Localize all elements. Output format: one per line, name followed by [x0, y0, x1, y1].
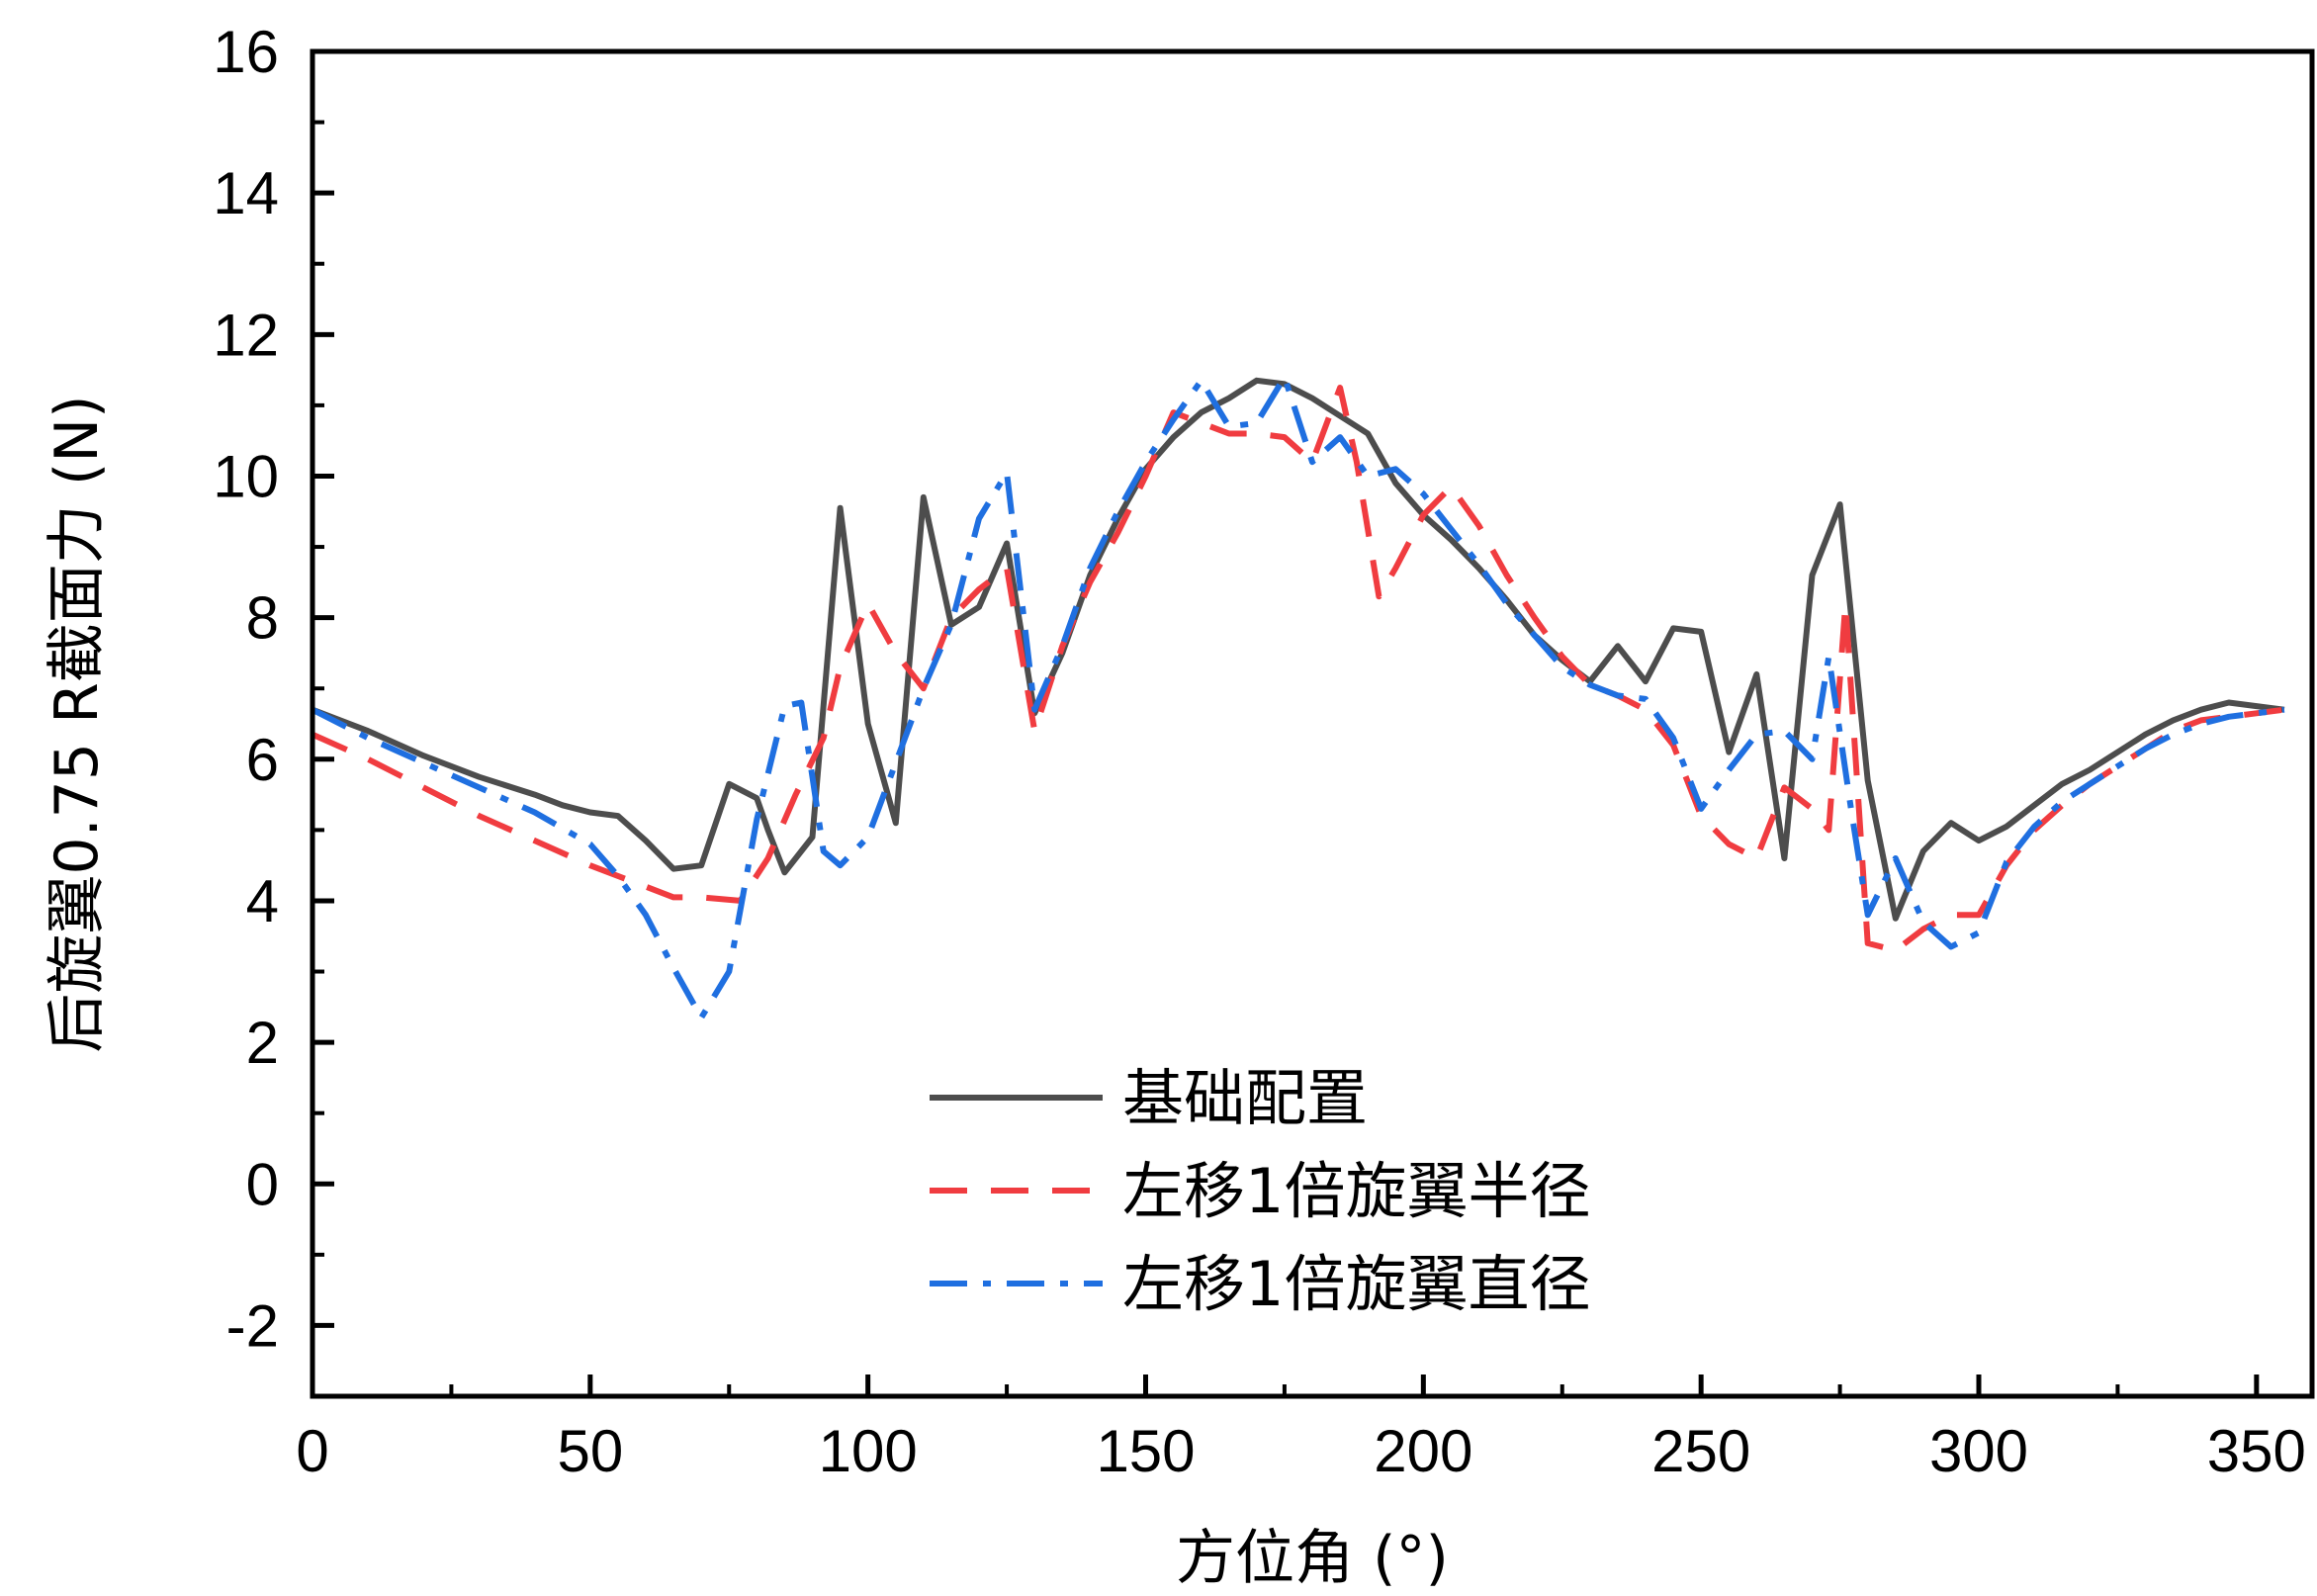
series-line-2	[311, 385, 2285, 954]
x-tick-label: 0	[296, 1418, 328, 1484]
legend-label-2: 左移1倍旋翼半径	[1122, 1155, 1590, 1227]
x-tick-label: 150	[1096, 1418, 1195, 1484]
y-tick-label: 12	[213, 302, 279, 368]
series-line-3	[311, 374, 2285, 1021]
series-line-1	[311, 377, 2285, 922]
y-tick-label: 0	[246, 1151, 279, 1217]
x-tick-label: 100	[819, 1418, 918, 1484]
x-tick-label: 300	[1929, 1418, 2028, 1484]
x-tick-label: 50	[557, 1418, 623, 1484]
x-axis-ticks: 0 50 100 150 200 250 300 350	[296, 1374, 2306, 1484]
y-tick-label: 16	[213, 19, 279, 85]
y-tick-label: 10	[213, 443, 279, 509]
y-axis-ticks: -2 0 2 4 6 8 10 12 14 16	[213, 19, 334, 1359]
y-tick-label: 8	[246, 585, 279, 652]
legend-label-1: 基础配置	[1122, 1062, 1368, 1134]
y-axis-label: 后旋翼0.75 R截面力 (N)	[43, 395, 112, 1052]
y-tick-label: -2	[226, 1292, 279, 1359]
y-tick-label: 6	[246, 727, 279, 793]
plot-frame	[310, 48, 2315, 1399]
x-axis-label: 方位角 (°)	[1176, 1524, 1449, 1593]
legend-label-3: 左移1倍旋翼直径	[1122, 1248, 1590, 1320]
y-tick-label: 2	[246, 1010, 279, 1076]
series-lines	[311, 374, 2285, 1021]
x-tick-label: 350	[2207, 1418, 2306, 1484]
y-tick-label: 14	[213, 160, 279, 226]
x-tick-label: 200	[1374, 1418, 1472, 1484]
y-tick-label: 4	[246, 868, 279, 934]
x-tick-label: 250	[1651, 1418, 1750, 1484]
